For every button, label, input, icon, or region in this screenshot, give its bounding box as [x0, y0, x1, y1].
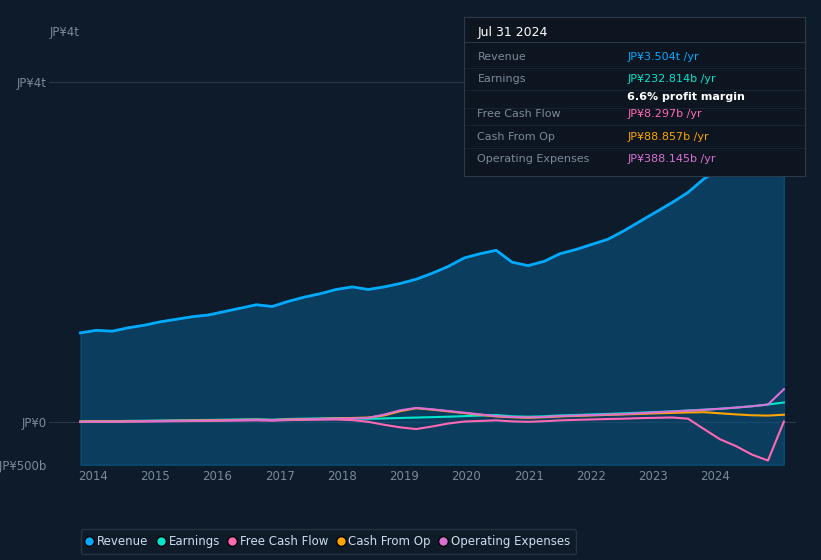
- Text: Revenue: Revenue: [478, 52, 526, 62]
- Text: JP¥388.145b /yr: JP¥388.145b /yr: [627, 154, 716, 164]
- Text: Earnings: Earnings: [478, 74, 526, 84]
- Text: Operating Expenses: Operating Expenses: [478, 154, 589, 164]
- Legend: Revenue, Earnings, Free Cash Flow, Cash From Op, Operating Expenses: Revenue, Earnings, Free Cash Flow, Cash …: [80, 529, 576, 554]
- Text: JP¥232.814b /yr: JP¥232.814b /yr: [627, 74, 716, 84]
- Text: Jul 31 2024: Jul 31 2024: [478, 26, 548, 39]
- Text: 6.6% profit margin: 6.6% profit margin: [627, 92, 745, 102]
- Text: Cash From Op: Cash From Op: [478, 132, 555, 142]
- Text: JP¥8.297b /yr: JP¥8.297b /yr: [627, 109, 702, 119]
- Text: Free Cash Flow: Free Cash Flow: [478, 109, 561, 119]
- Text: JP¥88.857b /yr: JP¥88.857b /yr: [627, 132, 709, 142]
- Text: JP¥4t: JP¥4t: [49, 26, 80, 39]
- Text: JP¥3.504t /yr: JP¥3.504t /yr: [627, 52, 699, 62]
